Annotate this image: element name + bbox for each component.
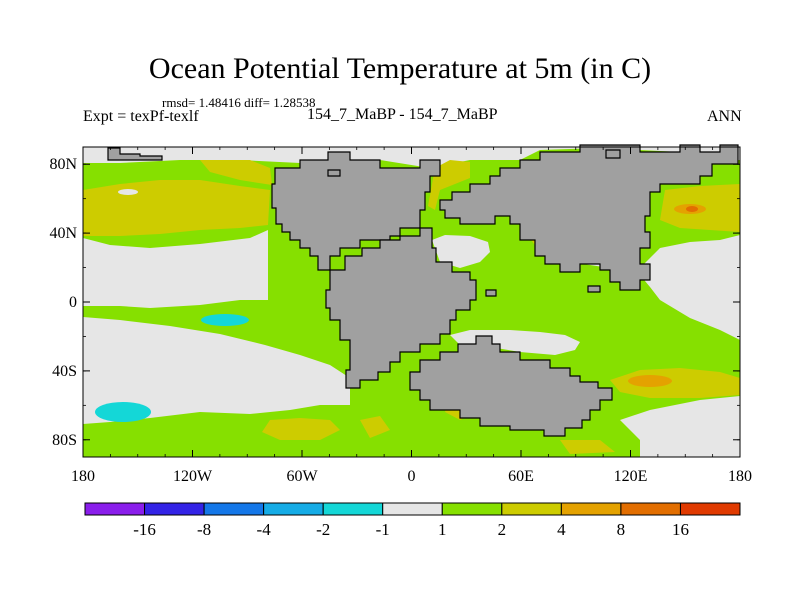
colorbar-swatch — [679, 502, 741, 516]
colorbar-label: 2 — [498, 520, 507, 539]
colorbar-swatch — [560, 502, 622, 516]
experiment-label: Expt = texPf-texlf — [83, 108, 199, 125]
x-tick-label: 120W — [173, 468, 213, 485]
colorbar-label: -2 — [316, 520, 330, 539]
positive-8-16-regions — [686, 206, 698, 212]
chart-title: Ocean Potential Temperature at 5m (in C) — [148, 52, 652, 85]
case-label: 154_7_MaBP - 154_7_MaBP — [307, 106, 498, 123]
y-tick-label: 40N — [49, 225, 77, 242]
colorbar: -16 -8 -4 -2 -1 1 2 4 8 16 — [84, 502, 741, 539]
land-island-3 — [605, 149, 621, 159]
y-tick-label: 80N — [49, 156, 77, 173]
colorbar-label: -4 — [257, 520, 272, 539]
x-tick-label: 180 — [728, 468, 752, 485]
colorbar-swatch — [441, 502, 503, 516]
colorbar-label: -16 — [133, 520, 156, 539]
land-island-2 — [327, 169, 341, 177]
colorbar-swatch — [84, 502, 146, 516]
land-south-america — [325, 227, 477, 389]
y-tick-label: 80S — [52, 432, 77, 449]
colorbar-label: 8 — [617, 520, 626, 539]
land-island-4 — [587, 285, 601, 293]
x-tick-label: 180 — [71, 468, 95, 485]
colorbar-label: 1 — [438, 520, 447, 539]
negative-regions — [95, 314, 249, 422]
colorbar-swatch — [263, 502, 324, 516]
colorbar-label: 16 — [672, 520, 689, 539]
y-tick-label: 40S — [52, 363, 77, 380]
temperature-field — [82, 144, 741, 458]
colorbar-swatch — [382, 502, 443, 516]
x-tick-label: 60E — [508, 468, 534, 485]
colorbar-swatch — [620, 502, 681, 516]
colorbar-swatch — [144, 502, 205, 516]
land-island-1 — [107, 147, 163, 161]
stats-subtitle: rmsd= 1.48416 diff= 1.28538 — [162, 95, 316, 110]
map-axes: 180 120W 60W 0 60E 120E 180 80N 40N 0 40S 80S — [49, 147, 752, 485]
x-tick-label: 60W — [286, 468, 318, 485]
land-antarctica — [409, 335, 613, 437]
season-label: ANN — [707, 108, 742, 125]
colorbar-swatch — [322, 502, 384, 516]
land-masses — [107, 144, 739, 437]
colorbar-label: -8 — [197, 520, 211, 539]
colorbar-label: -1 — [376, 520, 390, 539]
near-zero-spot — [118, 189, 138, 195]
colorbar-label: 4 — [557, 520, 566, 539]
colorbar-swatch — [203, 502, 265, 516]
x-tick-label: 0 — [408, 468, 416, 485]
colorbar-swatch — [501, 502, 562, 516]
x-tick-label: 120E — [614, 468, 648, 485]
land-eurasia — [439, 144, 739, 291]
y-tick-label: 0 — [69, 294, 77, 311]
land-island-5 — [485, 289, 497, 297]
